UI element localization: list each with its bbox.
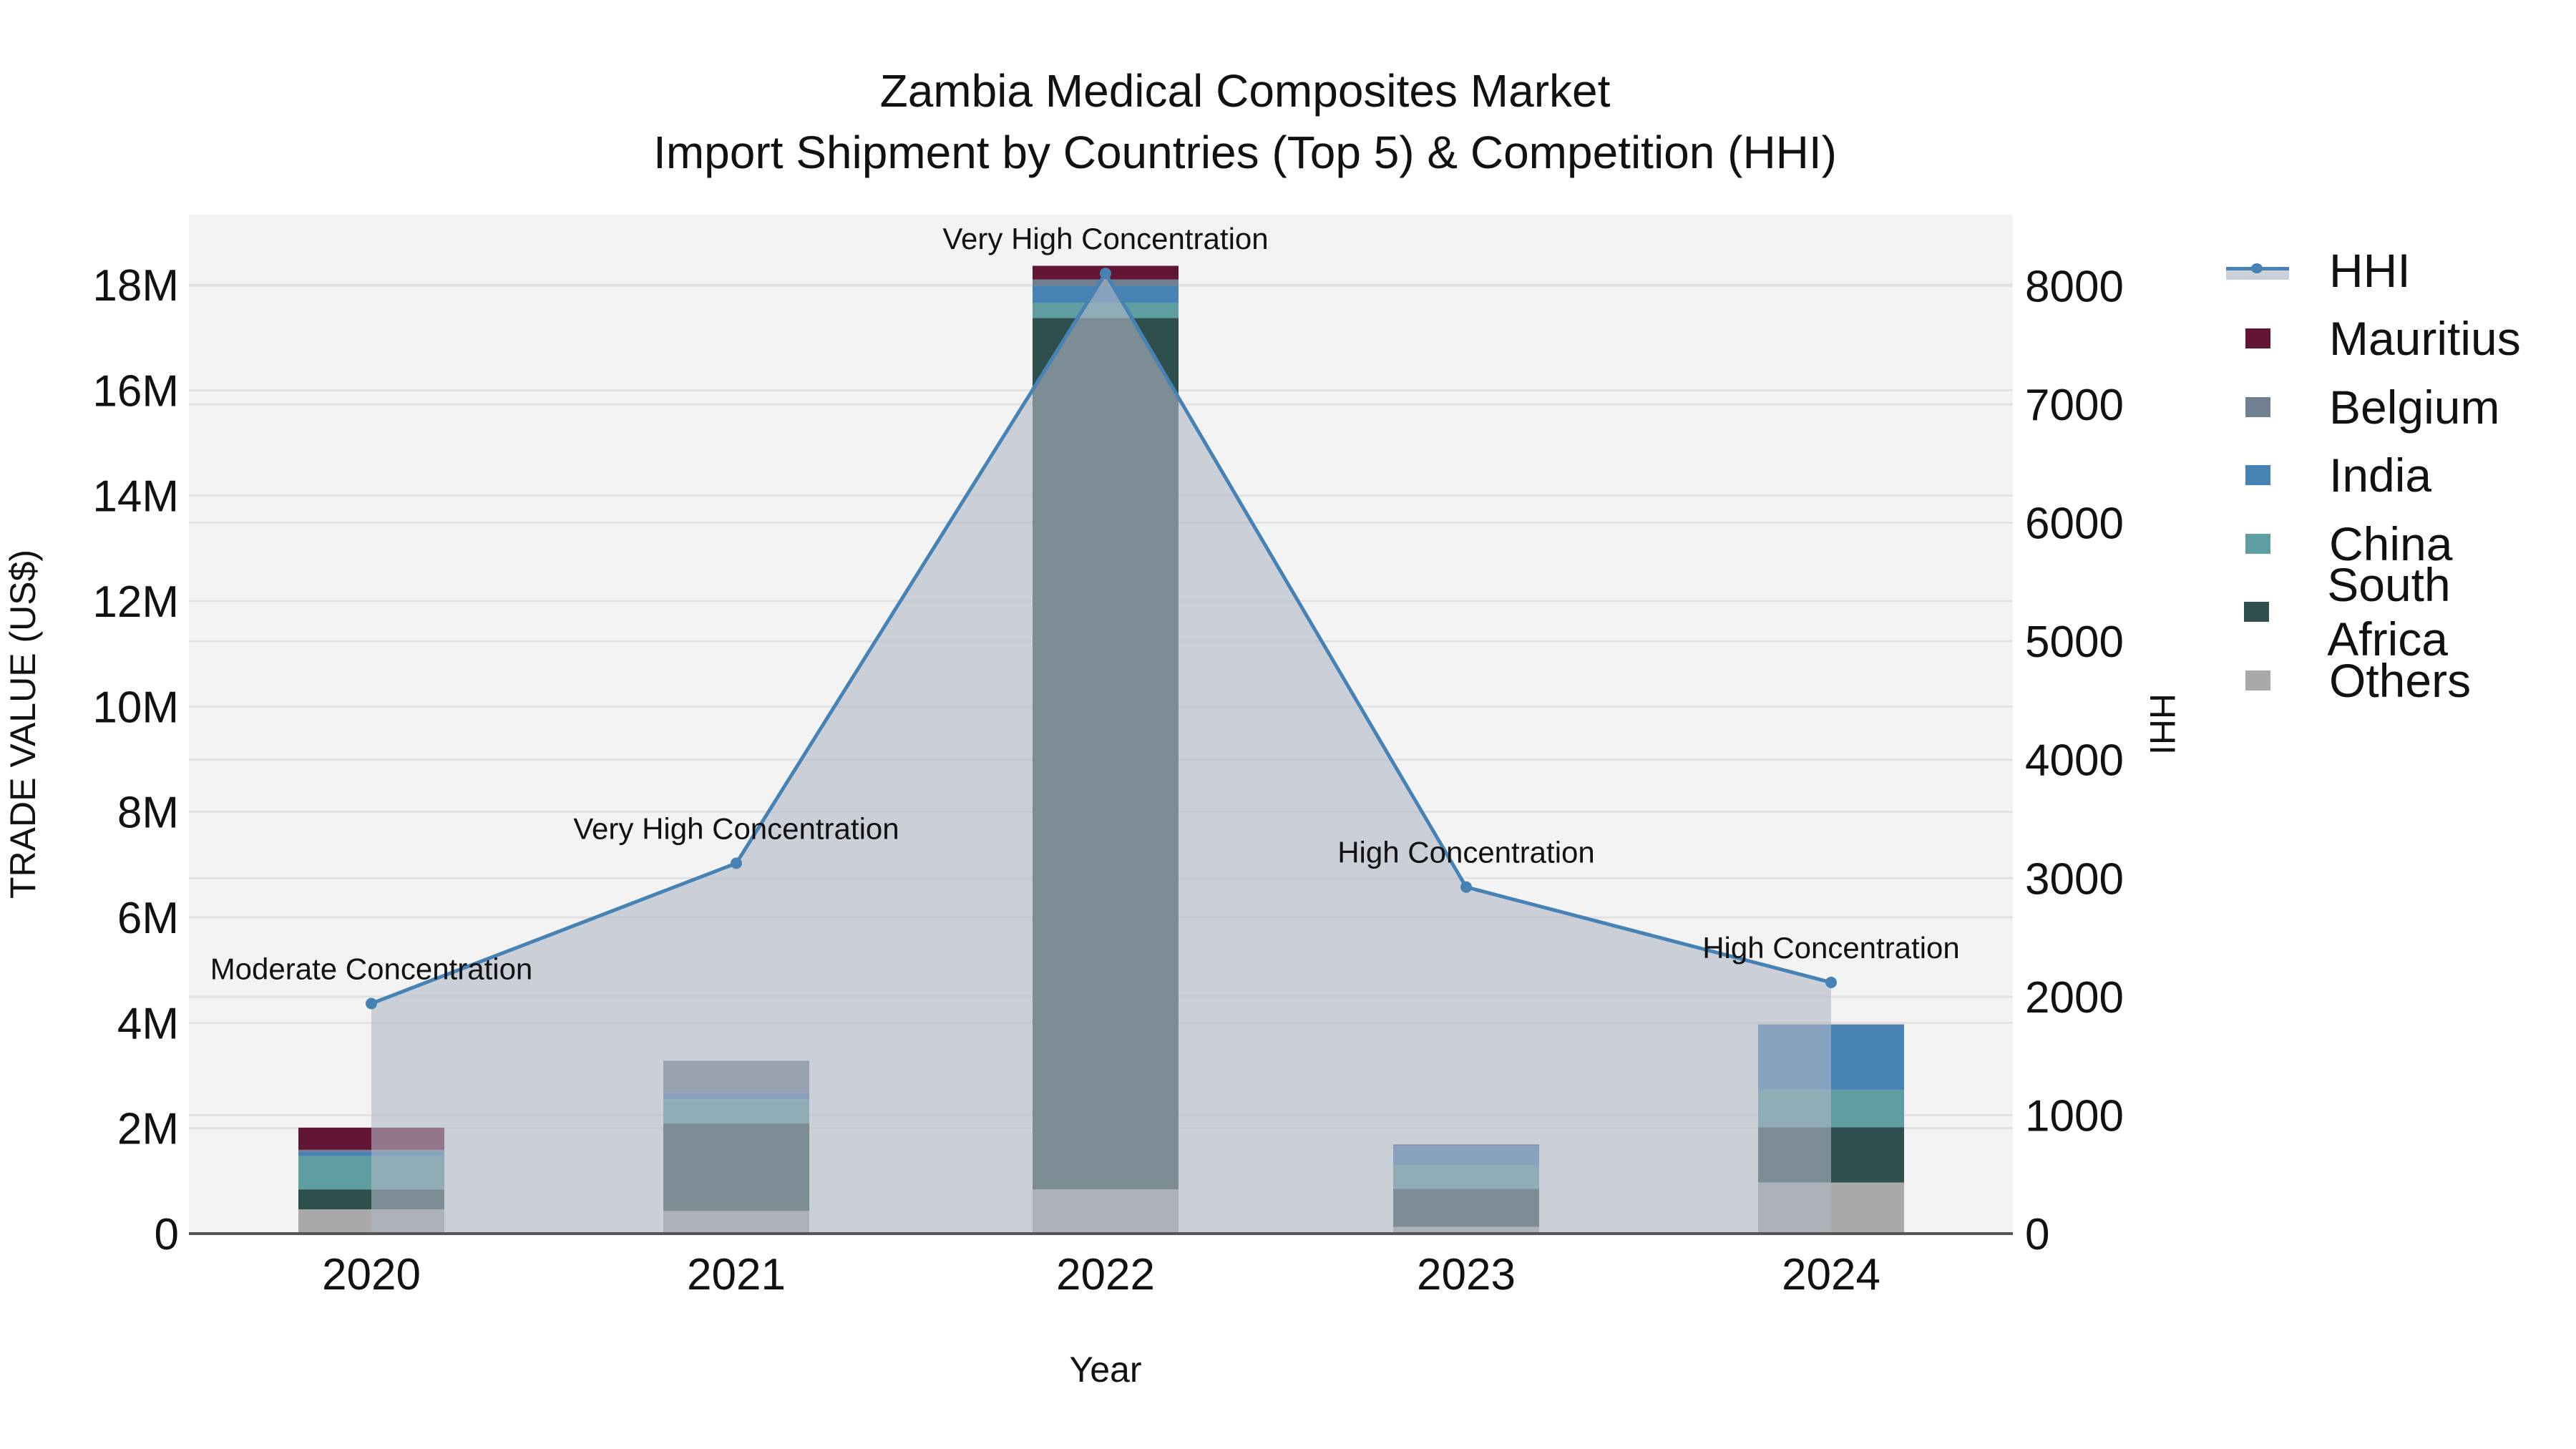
color-swatch-icon — [2244, 602, 2270, 623]
svg-text:10M: 10M — [92, 683, 179, 732]
svg-text:2022: 2022 — [1056, 1250, 1155, 1299]
svg-text:2023: 2023 — [1417, 1250, 1516, 1299]
hhi-point[interactable] — [1460, 881, 1472, 893]
legend-label: Others — [2329, 653, 2472, 707]
hhi-annotation: Very High Concentration — [573, 811, 899, 845]
svg-text:18M: 18M — [92, 261, 179, 311]
svg-text:12M: 12M — [92, 577, 179, 627]
svg-text:2021: 2021 — [687, 1250, 786, 1299]
svg-text:7000: 7000 — [2025, 381, 2124, 430]
legend-label: Mauritius — [2329, 312, 2521, 366]
svg-text:2024: 2024 — [1782, 1250, 1880, 1299]
svg-text:6M: 6M — [117, 894, 179, 943]
svg-text:6000: 6000 — [2025, 499, 2124, 549]
hhi-point[interactable] — [1825, 976, 1837, 988]
svg-text:2M: 2M — [117, 1105, 179, 1154]
legend-item-india[interactable]: India — [2215, 441, 2576, 510]
hhi-point[interactable] — [1100, 268, 1111, 280]
legend-label: South Africa — [2327, 558, 2451, 666]
svg-text:8000: 8000 — [2025, 262, 2124, 311]
hhi-markers — [366, 268, 1837, 1010]
legend-label: HHI — [2329, 243, 2411, 297]
svg-text:2000: 2000 — [2025, 973, 2124, 1023]
hhi-annotation: High Concentration — [1337, 836, 1595, 869]
svg-text:1000: 1000 — [2025, 1091, 2124, 1141]
svg-text:0: 0 — [155, 1210, 179, 1259]
legend-item-mauritius[interactable]: Mauritius — [2215, 305, 2576, 374]
y-axis-right-ticks: 0 1000 2000 3000 4000 5000 6000 7000 8000 — [2025, 262, 2124, 1259]
legend-item-hhi[interactable]: HHI — [2215, 236, 2576, 305]
y-axis-left-ticks: 0 2M 4M 6M 8M 10M 12M 14M 16M 18M — [92, 261, 179, 1259]
color-swatch-icon — [2245, 670, 2270, 691]
color-swatch-icon — [2245, 533, 2270, 554]
color-swatch-icon — [2245, 396, 2270, 417]
svg-text:5000: 5000 — [2025, 618, 2124, 667]
hhi-annotation: Very High Concentration — [942, 222, 1268, 255]
chart-title: Zambia Medical Composites Market — [879, 65, 1611, 117]
svg-text:8M: 8M — [117, 789, 179, 838]
color-swatch-icon — [2245, 465, 2270, 486]
legend-item-china[interactable]: China — [2215, 509, 2576, 578]
svg-text:4000: 4000 — [2025, 736, 2124, 786]
hhi-point[interactable] — [731, 857, 742, 869]
y-axis-right-title: HHI — [2142, 693, 2182, 756]
svg-text:16M: 16M — [92, 366, 179, 416]
hhi-area — [371, 273, 1831, 1234]
hhi-point[interactable] — [366, 997, 377, 1010]
svg-text:4M: 4M — [117, 999, 179, 1048]
chart-subtitle: Import Shipment by Countries (Top 5) & C… — [653, 127, 1837, 178]
y-axis-left-title: TRADE VALUE (US$) — [3, 549, 43, 899]
legend-item-south-africa[interactable]: South Africa — [2215, 558, 2576, 665]
legend-label: China — [2329, 517, 2453, 570]
color-swatch-icon — [2245, 328, 2270, 349]
line-marker-icon — [2226, 260, 2289, 281]
hhi-annotation: High Concentration — [1702, 931, 1960, 965]
legend-label: Belgium — [2329, 380, 2500, 434]
svg-text:14M: 14M — [92, 472, 179, 522]
x-axis-title: Year — [1069, 1350, 1142, 1390]
hhi-annotations: Moderate Concentration Very High Concentr… — [210, 222, 1960, 985]
svg-text:3000: 3000 — [2025, 854, 2124, 904]
legend-label: India — [2329, 449, 2432, 502]
x-axis-ticks: 2020 2021 2022 2023 2024 — [322, 1250, 1880, 1299]
legend-item-belgium[interactable]: Belgium — [2215, 373, 2576, 441]
svg-text:0: 0 — [2025, 1210, 2049, 1259]
legend-item-others[interactable]: Others — [2215, 646, 2576, 715]
svg-text:2020: 2020 — [322, 1250, 421, 1299]
legend: HHI Mauritius Belgium India China South … — [2215, 236, 2576, 715]
hhi-annotation: Moderate Concentration — [210, 952, 533, 985]
